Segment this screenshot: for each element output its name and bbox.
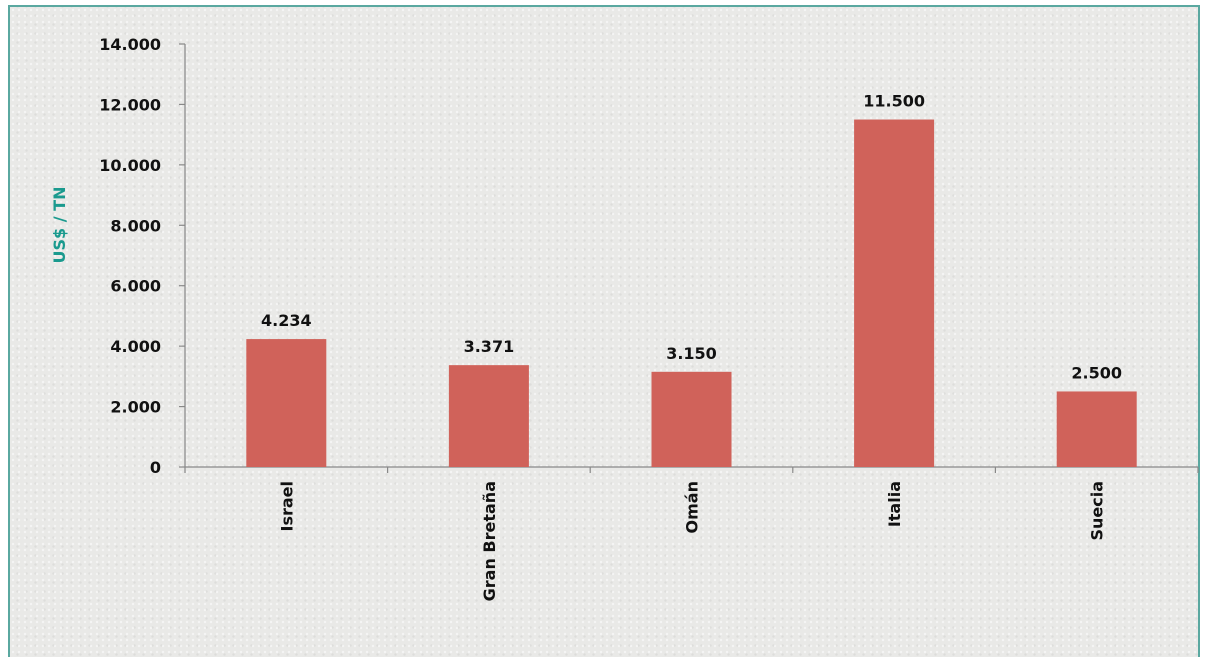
bar-data-label: 3.371: [464, 337, 515, 356]
y-tick-label: 14.000: [99, 35, 161, 54]
bar: [448, 365, 529, 467]
y-axis-title: US$ / TN: [50, 187, 69, 264]
x-category-label: Suecia: [1088, 481, 1107, 541]
x-category-label: Gran Bretaña: [480, 481, 499, 601]
y-tick-label: 2.000: [110, 398, 161, 417]
y-tick-label: 10.000: [99, 156, 161, 175]
x-category-label: Israel: [277, 481, 296, 532]
bar: [854, 119, 935, 468]
bar: [1056, 391, 1137, 467]
bar: [246, 339, 327, 467]
bar-data-label: 3.150: [666, 344, 717, 363]
bar-data-label: 11.500: [863, 92, 925, 111]
y-tick-label: 12.000: [99, 95, 161, 114]
y-tick-label: 4.000: [110, 337, 161, 356]
bar-data-label: 2.500: [1071, 363, 1122, 382]
bar-series: 4.234 3.371 3.150 11.500 2.500: [246, 92, 1137, 468]
y-tick-label: 6.000: [110, 277, 161, 296]
bar: [651, 371, 732, 467]
x-category-label: Italia: [885, 481, 904, 527]
y-axis: 0 2.000 4.000 6.000 8.000 10.000 12.000 14.000: [99, 35, 186, 477]
x-axis: Israel Gran Bretaña Omán Italia Suecia: [184, 466, 1199, 601]
bar-data-label: 4.234: [261, 311, 312, 330]
chart-frame: [8, 5, 1200, 657]
y-tick-label: 8.000: [110, 216, 161, 235]
y-tick-label: 0: [150, 458, 161, 477]
x-category-label: Omán: [683, 481, 702, 533]
